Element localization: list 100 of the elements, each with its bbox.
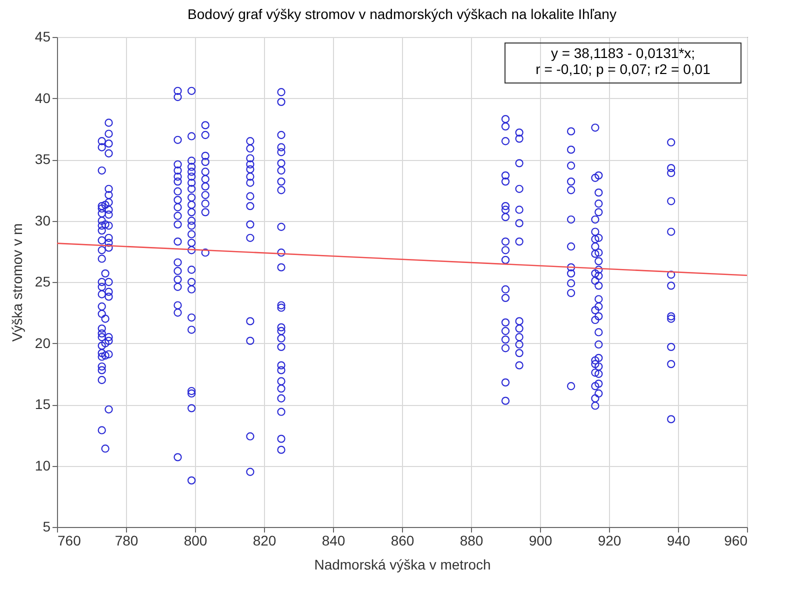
point: [101, 269, 110, 278]
point: [277, 148, 286, 156]
point: [515, 317, 524, 326]
point: [201, 130, 210, 140]
point: [594, 370, 603, 378]
point: [187, 200, 196, 209]
y-tick-label: 40: [34, 90, 51, 106]
y-tick-label: 35: [34, 151, 51, 167]
point: [277, 222, 286, 231]
point: [591, 124, 600, 132]
point: [187, 404, 196, 412]
point: [98, 362, 106, 371]
point: [277, 408, 286, 416]
point: [277, 301, 286, 310]
point: [566, 269, 576, 278]
point: [667, 168, 676, 178]
point: [98, 324, 106, 333]
point: [201, 200, 210, 208]
point: [277, 248, 286, 257]
x-tick-label: 920: [598, 532, 622, 548]
point: [591, 228, 600, 236]
point: [594, 171, 603, 180]
point: [174, 203, 182, 212]
point: [201, 121, 210, 130]
point: [515, 219, 524, 228]
point: [667, 164, 676, 172]
point: [98, 329, 106, 338]
point: [246, 468, 254, 476]
x-tick-label: 780: [114, 532, 138, 548]
point: [594, 282, 603, 290]
point: [594, 380, 603, 388]
point: [591, 368, 600, 377]
point: [187, 326, 196, 334]
point: [501, 396, 510, 405]
point: [594, 208, 603, 216]
point: [277, 88, 286, 96]
point: [104, 278, 113, 286]
point: [501, 177, 510, 186]
point: [187, 208, 196, 216]
point: [98, 376, 106, 384]
point: [501, 171, 510, 180]
point: [501, 294, 510, 302]
point: [101, 351, 110, 360]
point: [667, 228, 676, 236]
point: [566, 382, 576, 390]
point: [246, 144, 254, 153]
point: [187, 386, 196, 396]
point: [174, 220, 182, 229]
point: [594, 340, 603, 349]
point: [98, 342, 106, 350]
point: [566, 177, 576, 186]
point: [187, 222, 196, 230]
point: [104, 198, 113, 206]
point: [187, 178, 196, 187]
point: [101, 444, 110, 453]
point: [246, 137, 254, 146]
x-tick-label: 760: [58, 532, 82, 548]
point: [566, 215, 576, 224]
point: [187, 230, 196, 238]
point: [246, 220, 254, 229]
point: [566, 146, 576, 154]
point: [201, 248, 210, 257]
point: [101, 220, 110, 229]
point: [594, 312, 603, 320]
point: [515, 361, 524, 370]
x-tick-label: 900: [528, 532, 552, 548]
point: [277, 384, 286, 393]
point: [104, 149, 113, 158]
point: [98, 166, 106, 175]
point: [101, 339, 110, 348]
point: [594, 234, 603, 242]
point: [187, 168, 196, 176]
point: [98, 216, 106, 225]
point: [667, 138, 676, 146]
point: [174, 172, 182, 181]
point: [667, 415, 676, 424]
y-tick-label: 45: [34, 28, 51, 44]
point: [594, 200, 603, 208]
point: [201, 175, 210, 184]
point: [594, 257, 603, 266]
point: [174, 266, 182, 276]
point: [201, 182, 210, 191]
x-tick-label: 820: [252, 532, 276, 548]
point: [515, 340, 524, 349]
point: [104, 190, 113, 200]
y-tick-label: 5: [42, 518, 51, 534]
point: [98, 246, 106, 254]
point: [501, 344, 510, 352]
point: [187, 132, 196, 140]
point: [101, 314, 110, 323]
x-tick-label: 860: [390, 532, 414, 548]
point: [277, 186, 286, 194]
point: [187, 246, 196, 254]
point: [277, 323, 286, 332]
point: [591, 235, 600, 244]
point: [104, 118, 113, 127]
point: [104, 184, 113, 193]
point: [591, 269, 600, 278]
point: [277, 166, 286, 175]
y-tick-label: 30: [34, 212, 51, 228]
